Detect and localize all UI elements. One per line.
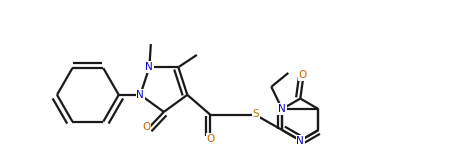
Text: O: O (142, 122, 151, 132)
Text: N: N (136, 90, 144, 100)
Text: O: O (207, 134, 215, 144)
Text: N: N (278, 104, 286, 114)
Text: N: N (145, 62, 153, 72)
Text: N: N (296, 135, 304, 146)
Text: S: S (253, 109, 259, 119)
Text: O: O (299, 70, 307, 80)
